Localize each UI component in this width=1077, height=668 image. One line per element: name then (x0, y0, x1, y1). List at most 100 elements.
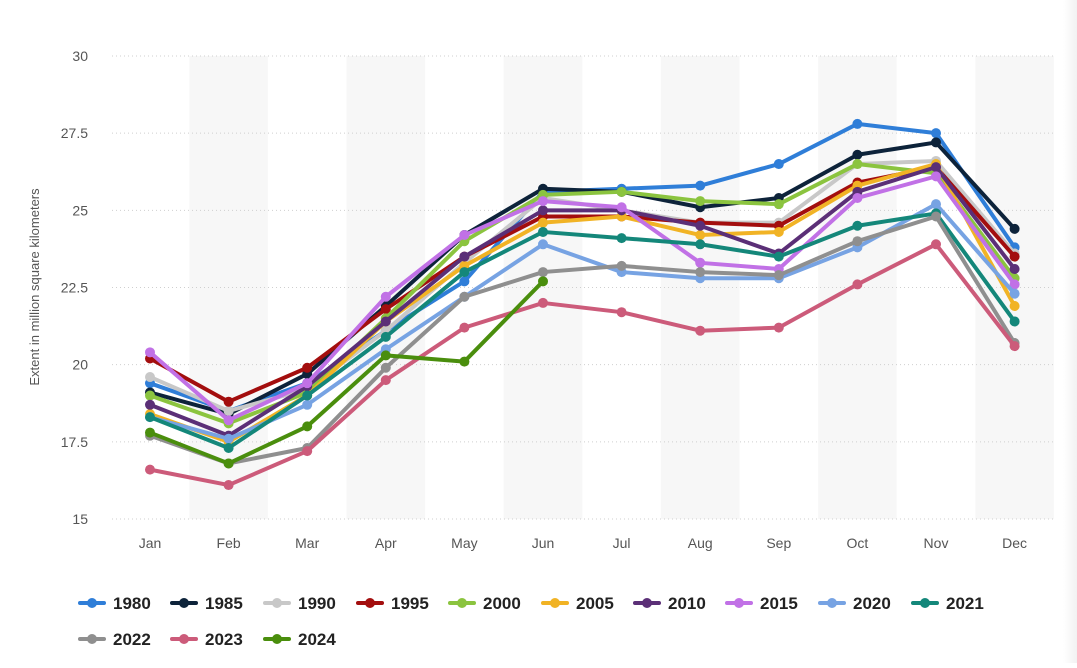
legend-item-2021[interactable]: 2021 (911, 594, 984, 613)
data-point-2021-oct[interactable] (852, 220, 863, 231)
legend-item-2015[interactable]: 2015 (725, 594, 798, 613)
data-point-2022-jun[interactable] (538, 267, 548, 278)
data-point-2022-jul[interactable] (616, 260, 627, 271)
data-point-1980-oct[interactable] (852, 118, 863, 129)
data-point-2020-nov[interactable] (931, 199, 941, 210)
legend-item-1995[interactable]: 1995 (356, 594, 429, 613)
data-point-2021-feb[interactable] (223, 443, 234, 454)
data-point-2015-may[interactable] (459, 230, 470, 241)
data-point-1990-feb[interactable] (223, 405, 234, 416)
data-point-2021-jul[interactable] (616, 233, 627, 244)
data-point-1995-apr[interactable] (380, 304, 391, 315)
series-2024[interactable] (145, 276, 548, 469)
data-point-1985-dec[interactable] (1009, 223, 1020, 234)
data-point-2024-jan[interactable] (145, 427, 155, 438)
legend-item-1985[interactable]: 1985 (170, 594, 243, 613)
data-point-2021-jun[interactable] (538, 226, 548, 237)
data-point-1980-sep[interactable] (773, 159, 784, 170)
data-point-2022-may[interactable] (459, 291, 470, 302)
legend-item-2024[interactable]: 2024 (263, 630, 336, 649)
data-point-2015-oct[interactable] (852, 192, 863, 203)
series-2021[interactable] (145, 208, 1020, 454)
data-point-1985-nov[interactable] (931, 137, 941, 148)
data-point-2010-nov[interactable] (931, 162, 941, 173)
data-point-1995-feb[interactable] (223, 396, 234, 407)
data-point-2015-jan[interactable] (145, 347, 155, 358)
legend[interactable]: 1980 1985 1990 1995 2000 2005 2010 2015 2020 2021… (78, 594, 984, 649)
data-point-2015-dec[interactable] (1009, 279, 1020, 290)
data-point-2020-jun[interactable] (538, 239, 548, 250)
data-point-2021-apr[interactable] (380, 331, 391, 342)
data-point-2010-jan[interactable] (145, 399, 155, 410)
data-point-2023-jun[interactable] (538, 297, 548, 308)
data-point-2000-jan[interactable] (145, 390, 155, 401)
legend-item-2000[interactable]: 2000 (448, 594, 521, 613)
data-point-2024-apr[interactable] (380, 350, 391, 361)
data-point-2021-mar[interactable] (302, 390, 313, 401)
data-point-2023-may[interactable] (459, 322, 470, 333)
data-point-2010-may[interactable] (459, 251, 470, 262)
data-point-2023-dec[interactable] (1009, 341, 1020, 352)
data-point-2024-may[interactable] (459, 356, 470, 367)
data-point-2022-apr[interactable] (380, 362, 391, 373)
data-point-2020-mar[interactable] (302, 399, 313, 410)
data-point-2023-jan[interactable] (145, 464, 155, 475)
data-point-1980-nov[interactable] (931, 128, 941, 139)
legend-item-2010[interactable]: 2010 (633, 594, 706, 613)
data-point-2000-jul[interactable] (616, 186, 627, 197)
data-point-2023-mar[interactable] (302, 446, 313, 457)
data-point-2023-jul[interactable] (616, 307, 627, 318)
legend-item-2020[interactable]: 2020 (818, 594, 891, 613)
data-point-2024-mar[interactable] (302, 421, 313, 432)
data-point-2015-nov[interactable] (931, 171, 941, 182)
data-point-1995-dec[interactable] (1009, 251, 1020, 262)
data-point-2000-oct[interactable] (852, 159, 863, 170)
data-point-2010-dec[interactable] (1009, 263, 1020, 274)
data-point-2022-nov[interactable] (931, 211, 941, 222)
data-point-2021-dec[interactable] (1009, 316, 1020, 327)
data-point-2020-feb[interactable] (223, 433, 234, 444)
data-point-2022-aug[interactable] (695, 267, 706, 278)
data-point-1990-jan[interactable] (145, 372, 155, 383)
data-point-2023-nov[interactable] (931, 239, 941, 250)
data-point-2005-aug[interactable] (695, 230, 706, 241)
data-point-2023-oct[interactable] (852, 279, 863, 290)
data-point-2023-sep[interactable] (773, 322, 784, 333)
data-point-2005-sep[interactable] (773, 226, 784, 237)
legend-item-1990[interactable]: 1990 (263, 594, 336, 613)
series-2015[interactable] (145, 171, 1020, 426)
data-point-2015-jul[interactable] (616, 202, 627, 213)
data-point-2010-apr[interactable] (380, 316, 391, 327)
data-point-2021-sep[interactable] (773, 251, 784, 262)
data-point-2015-mar[interactable] (302, 378, 313, 389)
data-point-1995-mar[interactable] (302, 362, 313, 373)
data-point-2015-feb[interactable] (223, 415, 234, 426)
data-point-2010-aug[interactable] (695, 220, 706, 231)
data-point-2022-sep[interactable] (773, 270, 784, 281)
data-point-2005-jun[interactable] (538, 217, 548, 228)
data-point-2000-sep[interactable] (773, 199, 784, 210)
data-point-1980-may[interactable] (459, 276, 470, 287)
data-point-2023-feb[interactable] (223, 480, 234, 491)
data-point-2024-jun[interactable] (538, 276, 548, 287)
data-point-2023-apr[interactable] (380, 375, 391, 386)
data-point-1985-oct[interactable] (852, 149, 863, 160)
data-point-2021-may[interactable] (459, 267, 470, 278)
data-point-2000-aug[interactable] (695, 196, 706, 207)
data-point-2021-aug[interactable] (695, 239, 706, 250)
data-point-2023-aug[interactable] (695, 325, 706, 336)
legend-item-2022[interactable]: 2022 (78, 630, 151, 649)
data-point-2015-aug[interactable] (695, 257, 706, 268)
series-2023[interactable] (145, 239, 1020, 491)
data-point-2010-jun[interactable] (538, 205, 548, 216)
data-point-1980-aug[interactable] (695, 180, 706, 191)
data-point-2005-dec[interactable] (1009, 301, 1020, 312)
data-point-2021-jan[interactable] (145, 412, 155, 423)
data-point-2024-feb[interactable] (223, 458, 234, 469)
legend-item-2005[interactable]: 2005 (541, 594, 614, 613)
data-point-2020-dec[interactable] (1009, 288, 1020, 299)
legend-item-1980[interactable]: 1980 (78, 594, 151, 613)
legend-item-2023[interactable]: 2023 (170, 630, 243, 649)
data-point-2022-oct[interactable] (852, 236, 863, 247)
data-point-2015-jun[interactable] (538, 196, 548, 207)
